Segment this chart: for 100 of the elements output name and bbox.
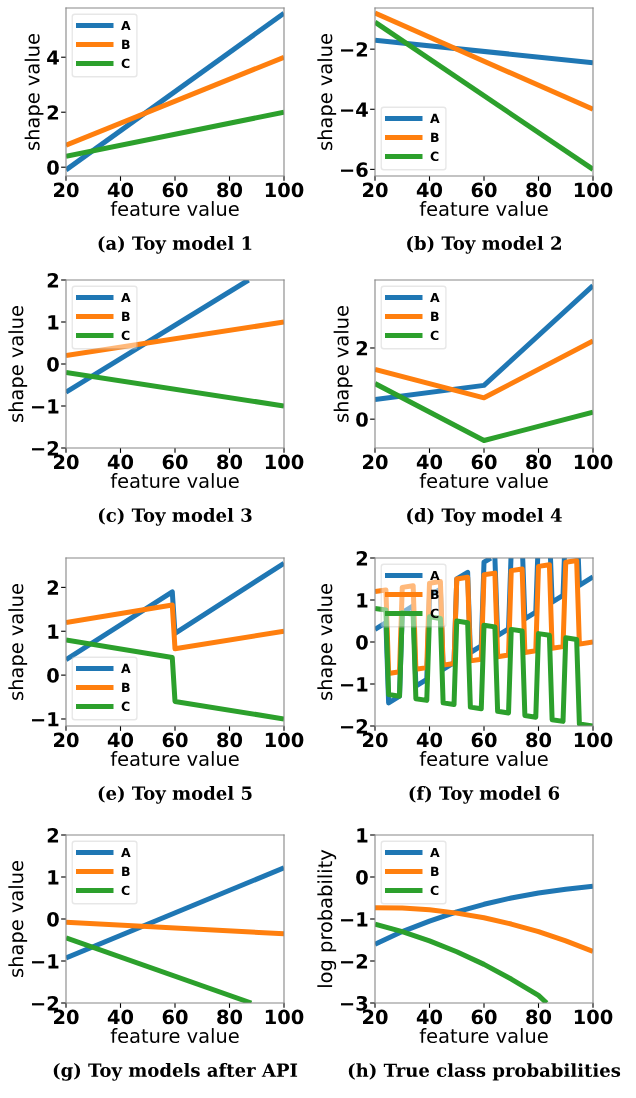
y-axis-title: shape value xyxy=(317,584,337,700)
y-tick-label: −1 xyxy=(31,399,59,414)
y-tick-label: −1 xyxy=(340,677,368,692)
legend-label: C xyxy=(121,330,130,341)
y-axis-title: log probability xyxy=(317,849,337,987)
x-tick-label: 40 xyxy=(416,1009,443,1025)
x-tick-label: 40 xyxy=(416,454,443,470)
y-tick-label: 2 xyxy=(356,340,368,356)
y-tick-label: 2 xyxy=(47,105,59,120)
legend-label: B xyxy=(122,866,130,876)
x-tick-label: 80 xyxy=(217,454,243,470)
legend-label: B xyxy=(431,589,439,599)
x-tick-label: 40 xyxy=(416,732,443,748)
y-tick-label: −4 xyxy=(340,102,368,117)
y-tick-label: −2 xyxy=(31,995,59,1011)
y-tick-label: −2 xyxy=(340,42,368,57)
y-tick-label: 1 xyxy=(357,593,368,608)
y-axis-title: shape value xyxy=(8,861,28,977)
legend-label: A xyxy=(430,113,440,123)
x-axis-title: feature value xyxy=(419,1028,548,1044)
text: (d) Toy model 4 xyxy=(407,508,562,526)
legend-label: B xyxy=(122,311,130,321)
legend-label: C xyxy=(430,885,439,896)
y-tick-label: 1 xyxy=(357,828,368,843)
x-tick-label: 80 xyxy=(526,454,552,470)
x-tick-label: 20 xyxy=(54,454,79,470)
x-tick-label: 60 xyxy=(162,1009,188,1025)
y-tick-label: 0 xyxy=(47,160,59,175)
legend-label: B xyxy=(122,39,130,49)
y-axis-title: shape value xyxy=(333,306,353,422)
x-tick-label: 20 xyxy=(363,732,388,748)
y-tick-label: −2 xyxy=(31,440,59,456)
legend-label: B xyxy=(431,866,439,876)
x-tick-label: 80 xyxy=(526,182,552,198)
text: (e) Toy model 5 xyxy=(98,786,252,804)
y-tick-label: 1 xyxy=(48,315,59,330)
x-tick-label: 100 xyxy=(265,454,304,470)
x-tick-label: 100 xyxy=(574,454,613,470)
x-tick-label: 100 xyxy=(265,1009,304,1025)
legend-label: C xyxy=(430,151,439,162)
x-axis-title: feature value xyxy=(110,1028,239,1044)
y-tick-label: −2 xyxy=(340,953,368,969)
legend-label: A xyxy=(430,847,440,857)
x-tick-label: 60 xyxy=(471,454,497,470)
legend-label: C xyxy=(121,885,130,896)
legend-label: B xyxy=(431,132,439,142)
y-tick-label: 2 xyxy=(356,550,368,566)
y-tick-label: 1 xyxy=(48,624,59,639)
text: (g) Toy models after API xyxy=(53,1063,298,1081)
x-axis-title: feature value xyxy=(110,201,239,217)
x-tick-label: 80 xyxy=(217,182,243,198)
legend-label: A xyxy=(121,847,131,857)
legend-label: A xyxy=(430,292,440,302)
x-tick-label: 20 xyxy=(363,454,388,470)
y-tick-label: −6 xyxy=(340,162,368,178)
y-tick-label: −1 xyxy=(31,954,59,969)
y-tick-label: −2 xyxy=(340,718,368,734)
y-axis-title: shape value xyxy=(317,34,337,150)
x-tick-label: 40 xyxy=(107,454,134,470)
y-tick-label: 2 xyxy=(47,580,59,595)
x-tick-label: 60 xyxy=(162,732,188,748)
y-tick-label: 2 xyxy=(47,272,59,288)
x-tick-label: 20 xyxy=(363,1009,388,1025)
x-tick-label: 80 xyxy=(526,1009,552,1025)
y-tick-label: −1 xyxy=(31,712,59,727)
x-tick-label: 20 xyxy=(363,182,388,198)
x-tick-label: 60 xyxy=(471,732,497,748)
x-tick-label: 20 xyxy=(54,732,79,748)
y-tick-label: 2 xyxy=(47,827,59,843)
legend-label: B xyxy=(122,682,130,692)
text: (c) Toy model 3 xyxy=(98,508,252,526)
y-tick-label: −3 xyxy=(340,995,368,1011)
legend-label: A xyxy=(121,292,131,302)
y-tick-label: 0 xyxy=(47,911,59,927)
y-tick-label: 1 xyxy=(48,870,59,885)
x-tick-label: 100 xyxy=(265,182,304,198)
x-tick-label: 80 xyxy=(217,1009,243,1025)
x-tick-label: 80 xyxy=(217,732,243,748)
x-tick-label: 40 xyxy=(107,182,134,198)
x-tick-label: 60 xyxy=(162,182,188,198)
x-tick-label: 60 xyxy=(471,182,497,198)
x-tick-label: 60 xyxy=(162,454,188,470)
legend-label: C xyxy=(430,608,439,619)
legend-label: B xyxy=(431,311,439,321)
text: (b) Toy model 2 xyxy=(407,236,561,254)
y-tick-label: 0 xyxy=(356,634,368,650)
y-tick-label: 0 xyxy=(47,356,59,372)
x-axis-title: feature value xyxy=(110,751,239,767)
legend-label: C xyxy=(121,58,130,69)
legend-label: A xyxy=(121,663,131,673)
y-tick-label: 0 xyxy=(47,668,59,683)
y-axis-title: shape value xyxy=(8,584,28,700)
x-tick-label: 40 xyxy=(107,1009,134,1025)
x-tick-label: 100 xyxy=(574,1009,613,1025)
y-tick-label: 0 xyxy=(356,869,368,885)
x-axis-title: feature value xyxy=(419,751,548,767)
x-tick-label: 20 xyxy=(54,1009,79,1025)
legend-label: A xyxy=(430,570,440,580)
legend-label: A xyxy=(121,20,131,30)
x-tick-label: 20 xyxy=(54,182,79,198)
